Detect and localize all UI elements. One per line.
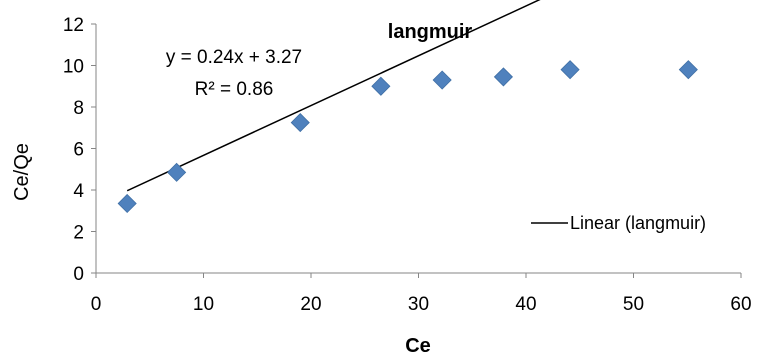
x-tick-label: 40: [515, 294, 536, 315]
x-tick-label: 10: [193, 294, 214, 315]
x-tick-label: 0: [91, 294, 102, 315]
trendline-equation: y = 0.24x + 3.27: [166, 47, 302, 68]
trendline-r-squared: R² = 0.86: [195, 79, 274, 100]
legend: Linear (langmuir): [531, 213, 706, 233]
trendline: [126, 0, 541, 192]
y-tick-labels: 0 2 4 6 8 10 12: [63, 15, 85, 285]
y-axis-label: Ce/Qe: [11, 143, 33, 201]
y-tick-label: 10: [63, 57, 84, 78]
y-tick-label: 2: [73, 223, 84, 244]
data-point: [167, 162, 187, 182]
x-tick-label: 60: [730, 294, 751, 315]
x-tick-label: 50: [623, 294, 644, 315]
x-tick-labels: 0 10 20 30 40 50 60: [91, 294, 752, 315]
y-tick-marks: [91, 23, 96, 274]
y-tick-label: 6: [73, 140, 84, 161]
y-tick-label: 0: [73, 264, 84, 285]
y-tick-label: 12: [63, 15, 84, 36]
data-point: [432, 70, 452, 90]
data-point: [117, 193, 137, 214]
x-tick-label: 20: [300, 294, 321, 315]
data-point: [493, 67, 513, 87]
legend-label: Linear (langmuir): [570, 213, 706, 233]
data-point: [290, 112, 310, 133]
data-point: [371, 76, 391, 96]
x-tick-label: 30: [408, 294, 429, 315]
y-tick-label: 4: [73, 181, 84, 202]
data-point: [560, 60, 580, 80]
y-tick-label: 8: [73, 98, 84, 119]
data-points: [117, 60, 698, 214]
x-axis-label: Ce: [405, 335, 431, 357]
chart-title: langmuir: [388, 21, 473, 43]
x-tick-marks: [95, 273, 742, 278]
data-point: [678, 60, 698, 80]
